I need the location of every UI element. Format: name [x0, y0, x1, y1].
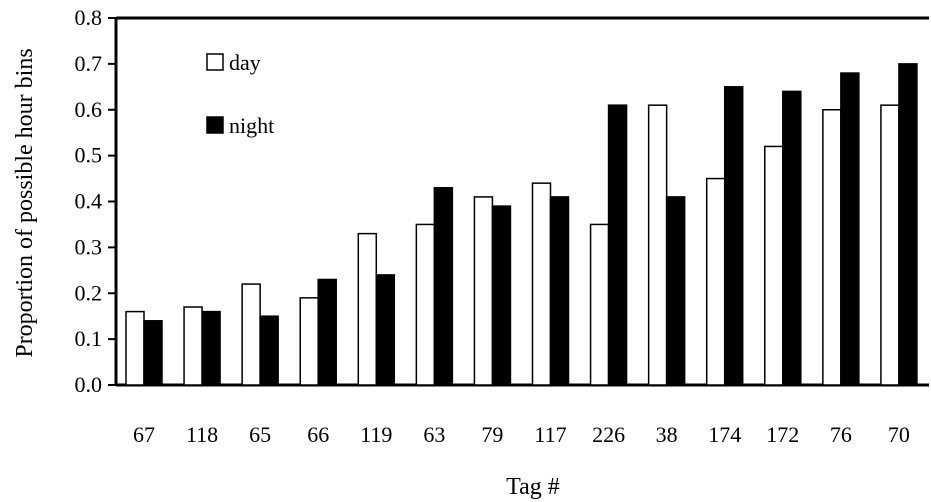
bar-day-174 [705, 177, 726, 386]
bar-night-70 [898, 63, 918, 386]
bar-day-119 [357, 232, 378, 386]
x-tick-label: 70 [888, 422, 910, 447]
x-tick-label: 66 [307, 422, 329, 447]
bar-day-172 [764, 145, 784, 386]
legend-label-day: day [229, 50, 261, 75]
x-axis-title: Tag # [506, 474, 560, 500]
x-tick-label: 63 [423, 422, 445, 447]
y-tick-label: 0.5 [75, 143, 103, 168]
bar-night-119 [375, 274, 396, 386]
x-tick-label: 76 [830, 422, 852, 447]
y-tick-label: 0.0 [75, 372, 103, 397]
y-tick-label: 0.3 [75, 234, 103, 259]
bar-night-76 [840, 72, 860, 386]
bar-night-66 [317, 278, 337, 386]
bar-day-76 [822, 109, 842, 386]
bar-day-65 [241, 283, 261, 386]
bar-day-79 [473, 196, 494, 386]
legend-swatch-day [206, 53, 224, 71]
y-tick-label: 0.8 [75, 5, 103, 30]
y-tick-label: 0.4 [75, 189, 103, 214]
x-tick-label: 174 [708, 422, 741, 447]
x-tick-label: 65 [249, 422, 271, 447]
y-tick-label: 0.2 [75, 280, 103, 305]
x-tick-label: 117 [534, 422, 566, 447]
y-tick-label: 0.1 [75, 326, 103, 351]
bars [125, 63, 918, 386]
bar-night-67 [143, 320, 163, 386]
bar-night-65 [259, 315, 279, 386]
x-tick-label: 67 [133, 422, 155, 447]
bar-night-79 [491, 205, 512, 386]
x-tick-label: 226 [592, 422, 625, 447]
x-tick-labels: 67 118 65 66 119 63 79 117 226 38 174 172 76 70 [133, 422, 910, 447]
x-tick-label: 119 [360, 422, 392, 447]
bar-day-70 [880, 104, 900, 386]
y-axis-title: Proportion of possible hour bins [12, 48, 38, 357]
bar-night-174 [723, 86, 744, 386]
y-tick-label: 0.7 [75, 51, 103, 76]
legend-swatch-night [206, 116, 224, 134]
x-tick-label: 118 [186, 422, 218, 447]
bar-day-38 [647, 104, 668, 386]
bar-night-118 [201, 310, 221, 386]
x-tick-label: 172 [766, 422, 799, 447]
bar-day-226 [589, 223, 610, 386]
x-tick-label: 38 [656, 422, 678, 447]
bar-day-63 [415, 223, 436, 386]
bar-night-38 [665, 196, 686, 386]
bar-day-117 [531, 182, 552, 386]
bar-day-66 [299, 297, 319, 386]
y-tick-label: 0.6 [75, 97, 103, 122]
bar-day-67 [125, 310, 145, 386]
x-tick-label: 79 [481, 422, 503, 447]
y-tick-labels: 0.0 0.1 0.2 0.3 0.4 0.5 0.6 0.7 0.8 [75, 5, 103, 397]
legend: day night [206, 50, 274, 138]
bar-night-172 [782, 90, 802, 386]
bar-day-118 [183, 306, 203, 386]
bar-night-63 [433, 186, 454, 386]
legend-label-night: night [229, 113, 274, 138]
bar-night-226 [607, 104, 628, 386]
bar-night-117 [549, 196, 570, 386]
